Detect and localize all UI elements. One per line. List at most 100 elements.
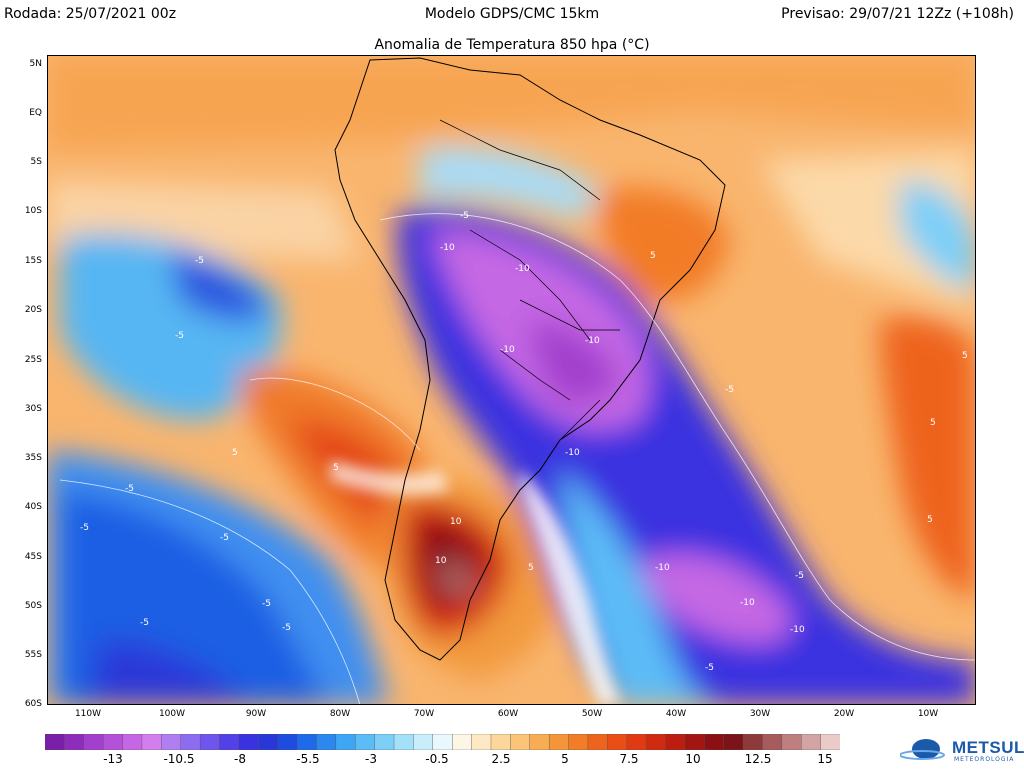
- contour-label: 5: [232, 448, 238, 458]
- contour-label: 5: [930, 418, 936, 428]
- contour-label: -10: [500, 345, 515, 355]
- warm-brazil: [599, 187, 730, 303]
- contour-label: 5: [650, 251, 656, 261]
- colorbar-swatch: [413, 734, 434, 750]
- forecast-label: Previsao: 29/07/21 12Zz (+108h): [781, 6, 1014, 22]
- colorbar-swatch: [587, 734, 608, 750]
- colorbar-swatch: [452, 734, 473, 750]
- contour-label: -5: [175, 331, 184, 341]
- colorbar-swatch: [219, 734, 240, 750]
- colorbar-swatch: [258, 734, 279, 750]
- warm-north: [47, 55, 976, 150]
- contour-label: -5: [282, 623, 291, 633]
- metsul-logo: [900, 739, 945, 760]
- colorbar-label: -0.5: [425, 752, 449, 766]
- lon-label: 110W: [74, 709, 102, 719]
- colorbar-swatch: [529, 734, 550, 750]
- colorbar-label: 5: [561, 752, 569, 766]
- colorbar-label: -8: [234, 752, 246, 766]
- colorbar-label: -3: [365, 752, 377, 766]
- contour-label: -5: [705, 663, 714, 673]
- colorbar-swatch: [161, 734, 182, 750]
- lat-label: 25S: [24, 355, 42, 365]
- south-america-outline: [334, 57, 726, 661]
- contour-label: -5: [80, 523, 89, 533]
- logo-subtext: METEOROLOGIA: [954, 756, 1015, 763]
- lat-label: 55S: [24, 650, 42, 660]
- contour-label: -10: [655, 563, 670, 573]
- contour-label: 5: [528, 563, 534, 573]
- contour-label: -5: [262, 599, 271, 609]
- contour-label: -5: [725, 385, 734, 395]
- lon-label: 70W: [413, 709, 435, 719]
- colorbar-swatch: [723, 734, 744, 750]
- warm-east-atlantic: [880, 317, 976, 600]
- colorbar-swatch: [355, 734, 376, 750]
- contour-label: -10: [585, 336, 600, 346]
- lat-label: 10S: [24, 206, 42, 216]
- logo-text: METSUL: [952, 738, 1024, 757]
- lat-label: 20S: [24, 305, 42, 315]
- colorbar-swatch: [684, 734, 705, 750]
- colorbar-swatch: [199, 734, 221, 750]
- lon-label: 100W: [158, 709, 186, 719]
- colorbar-swatch: [801, 734, 822, 750]
- colorbar-swatch: [64, 734, 85, 750]
- colorbar-label: 15: [817, 752, 833, 766]
- lat-label: EQ: [29, 108, 42, 118]
- contour-label: 10: [435, 556, 447, 566]
- contour-label: 5: [927, 515, 933, 525]
- colorbar-swatch: [645, 734, 666, 750]
- colorbar-swatch: [102, 734, 124, 750]
- contour-label: -5: [460, 211, 469, 221]
- colorbar-label: 7.5: [619, 752, 639, 766]
- contour-label: -10: [740, 598, 755, 608]
- contour-label: -5: [220, 533, 229, 543]
- colorbar-swatch: [335, 734, 356, 750]
- lon-label: 30W: [749, 709, 771, 719]
- contour-label: -5: [195, 256, 204, 266]
- lon-label: 10W: [917, 709, 939, 719]
- lat-label: 45S: [24, 552, 42, 562]
- lon-label: 40W: [665, 709, 687, 719]
- colorbar-swatch: [490, 734, 511, 750]
- colorbar-swatch: [238, 734, 259, 750]
- lon-label: 50W: [581, 709, 603, 719]
- colorbar-swatch: [626, 734, 647, 750]
- colorbar-swatch: [374, 734, 395, 750]
- colorbar-swatch: [296, 734, 317, 750]
- colorbar-swatch: [432, 734, 453, 750]
- colorbar-swatch: [510, 734, 531, 750]
- colorbar-swatch: [83, 734, 104, 750]
- cold-core-atlantic: [640, 553, 792, 644]
- colorbar-swatch: [820, 734, 840, 750]
- contour-label: -10: [515, 264, 530, 274]
- lat-label: 5N: [29, 59, 42, 69]
- contour-label: 5: [962, 351, 968, 361]
- lat-label: 35S: [24, 453, 42, 463]
- colorbar-swatch: [762, 734, 783, 750]
- colorbar-swatch: [665, 734, 686, 750]
- lat-label: 50S: [24, 601, 42, 611]
- contour-label: -5: [125, 484, 134, 494]
- contour-label: 5: [333, 463, 339, 473]
- contour-label: -10: [790, 625, 805, 635]
- colorbar-swatch: [471, 734, 492, 750]
- colorbar-swatch: [393, 734, 414, 750]
- colorbar-label: 10: [685, 752, 701, 766]
- lon-label: 20W: [833, 709, 855, 719]
- colorbar-swatch: [277, 734, 298, 750]
- contour-label: 10: [450, 517, 462, 527]
- model-label: Modelo GDPS/CMC 15km: [424, 6, 600, 22]
- colorbar-swatch: [607, 734, 628, 750]
- colorbar-swatch: [781, 734, 802, 750]
- run-date-label: Rodada: 25/07/2021 00z: [4, 6, 177, 22]
- colorbar-label: -5.5: [296, 752, 320, 766]
- colorbar-label: 12.5: [744, 752, 772, 766]
- lat-label: 40S: [24, 502, 42, 512]
- colorbar-label: -13: [103, 752, 123, 766]
- colorbar: [45, 734, 840, 750]
- globe-icon: [912, 739, 940, 759]
- contour-label: -5: [140, 618, 149, 628]
